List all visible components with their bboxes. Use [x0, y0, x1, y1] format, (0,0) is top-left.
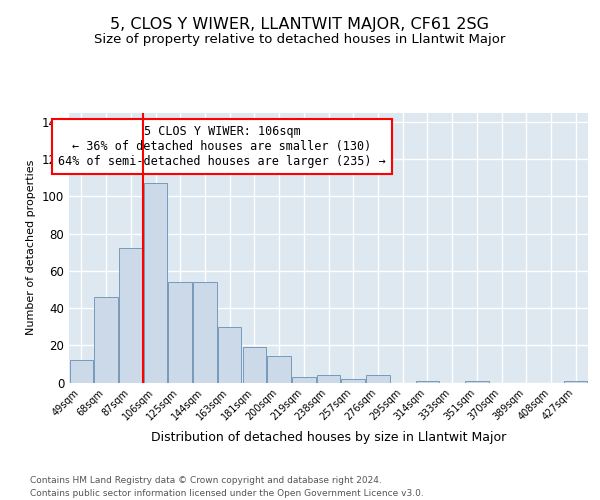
Bar: [564, 380, 587, 382]
Bar: [193, 282, 217, 382]
Bar: [268, 356, 291, 382]
Bar: [465, 380, 488, 382]
X-axis label: Distribution of detached houses by size in Llantwit Major: Distribution of detached houses by size …: [151, 430, 506, 444]
Bar: [366, 375, 389, 382]
Text: Contains HM Land Registry data © Crown copyright and database right 2024.: Contains HM Land Registry data © Crown c…: [30, 476, 382, 485]
Bar: [218, 326, 241, 382]
Bar: [242, 347, 266, 382]
Bar: [119, 248, 143, 382]
Text: 5, CLOS Y WIWER, LLANTWIT MAJOR, CF61 2SG: 5, CLOS Y WIWER, LLANTWIT MAJOR, CF61 2S…: [110, 18, 490, 32]
Bar: [341, 379, 365, 382]
Text: Contains public sector information licensed under the Open Government Licence v3: Contains public sector information licen…: [30, 489, 424, 498]
Bar: [70, 360, 93, 382]
Text: Size of property relative to detached houses in Llantwit Major: Size of property relative to detached ho…: [94, 32, 506, 46]
Text: 5 CLOS Y WIWER: 106sqm
← 36% of detached houses are smaller (130)
64% of semi-de: 5 CLOS Y WIWER: 106sqm ← 36% of detached…: [58, 124, 386, 168]
Bar: [317, 375, 340, 382]
Bar: [169, 282, 192, 382]
Y-axis label: Number of detached properties: Number of detached properties: [26, 160, 36, 335]
Bar: [94, 297, 118, 382]
Bar: [144, 184, 167, 382]
Bar: [292, 377, 316, 382]
Bar: [416, 380, 439, 382]
